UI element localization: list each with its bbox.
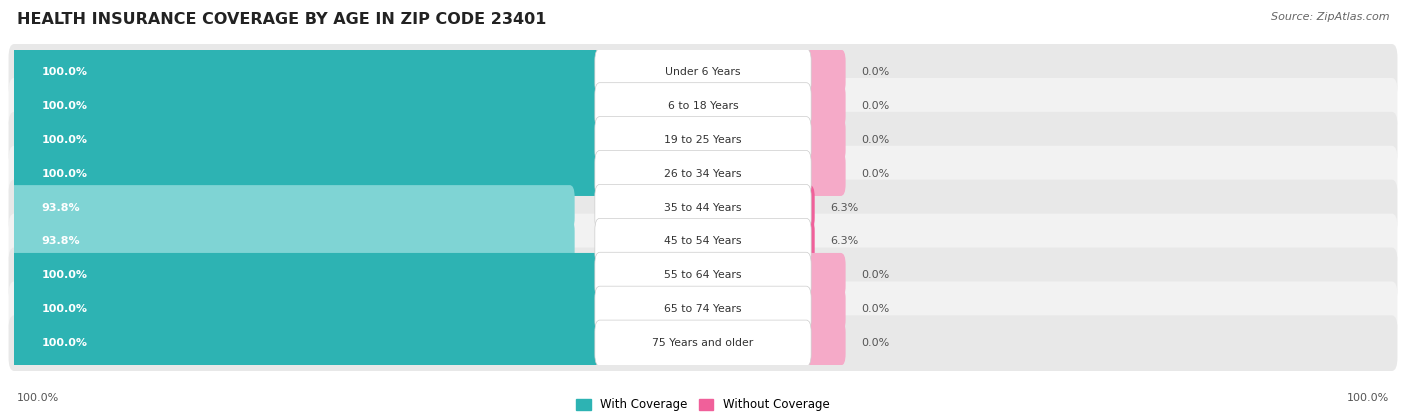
Text: 100.0%: 100.0% <box>42 101 87 111</box>
FancyBboxPatch shape <box>10 83 612 128</box>
Text: 55 to 64 Years: 55 to 64 Years <box>664 270 742 280</box>
FancyBboxPatch shape <box>8 112 1398 168</box>
FancyBboxPatch shape <box>10 287 612 332</box>
FancyBboxPatch shape <box>8 247 1398 303</box>
Text: Under 6 Years: Under 6 Years <box>665 67 741 77</box>
Text: 0.0%: 0.0% <box>862 101 890 111</box>
Text: 75 Years and older: 75 Years and older <box>652 338 754 348</box>
Text: 0.0%: 0.0% <box>862 338 890 348</box>
Text: 65 to 74 Years: 65 to 74 Years <box>664 304 742 314</box>
Text: 6.3%: 6.3% <box>831 237 859 247</box>
Text: 6 to 18 Years: 6 to 18 Years <box>668 101 738 111</box>
FancyBboxPatch shape <box>595 151 811 197</box>
FancyBboxPatch shape <box>595 117 811 163</box>
Text: HEALTH INSURANCE COVERAGE BY AGE IN ZIP CODE 23401: HEALTH INSURANCE COVERAGE BY AGE IN ZIP … <box>17 12 547 27</box>
Text: 100.0%: 100.0% <box>42 270 87 280</box>
Text: 100.0%: 100.0% <box>1347 393 1389 403</box>
FancyBboxPatch shape <box>10 49 612 94</box>
Text: 100.0%: 100.0% <box>42 338 87 348</box>
Text: 0.0%: 0.0% <box>862 270 890 280</box>
FancyBboxPatch shape <box>10 219 575 264</box>
FancyBboxPatch shape <box>10 321 612 366</box>
FancyBboxPatch shape <box>595 252 811 298</box>
FancyBboxPatch shape <box>8 315 1398 371</box>
FancyBboxPatch shape <box>8 180 1398 235</box>
FancyBboxPatch shape <box>794 151 845 196</box>
FancyBboxPatch shape <box>794 117 845 162</box>
Text: 93.8%: 93.8% <box>42 237 80 247</box>
Text: 0.0%: 0.0% <box>862 168 890 178</box>
FancyBboxPatch shape <box>794 185 814 230</box>
FancyBboxPatch shape <box>794 253 845 298</box>
FancyBboxPatch shape <box>10 185 575 230</box>
FancyBboxPatch shape <box>595 218 811 264</box>
Text: 19 to 25 Years: 19 to 25 Years <box>664 135 742 145</box>
Text: 100.0%: 100.0% <box>42 168 87 178</box>
FancyBboxPatch shape <box>595 184 811 231</box>
Legend: With Coverage, Without Coverage: With Coverage, Without Coverage <box>572 393 834 415</box>
Text: 0.0%: 0.0% <box>862 135 890 145</box>
FancyBboxPatch shape <box>8 281 1398 337</box>
FancyBboxPatch shape <box>10 151 612 196</box>
FancyBboxPatch shape <box>595 320 811 366</box>
FancyBboxPatch shape <box>8 214 1398 269</box>
FancyBboxPatch shape <box>8 44 1398 100</box>
FancyBboxPatch shape <box>10 117 612 162</box>
Text: 93.8%: 93.8% <box>42 203 80 212</box>
Text: 45 to 54 Years: 45 to 54 Years <box>664 237 742 247</box>
Text: 100.0%: 100.0% <box>42 304 87 314</box>
FancyBboxPatch shape <box>595 83 811 129</box>
FancyBboxPatch shape <box>794 287 845 332</box>
FancyBboxPatch shape <box>8 146 1398 201</box>
Text: 100.0%: 100.0% <box>42 67 87 77</box>
Text: 35 to 44 Years: 35 to 44 Years <box>664 203 742 212</box>
Text: 100.0%: 100.0% <box>17 393 59 403</box>
FancyBboxPatch shape <box>10 253 612 298</box>
FancyBboxPatch shape <box>794 219 814 264</box>
Text: 0.0%: 0.0% <box>862 304 890 314</box>
FancyBboxPatch shape <box>595 49 811 95</box>
FancyBboxPatch shape <box>794 321 845 366</box>
FancyBboxPatch shape <box>794 49 845 94</box>
FancyBboxPatch shape <box>8 78 1398 134</box>
Text: 26 to 34 Years: 26 to 34 Years <box>664 168 742 178</box>
FancyBboxPatch shape <box>595 286 811 332</box>
FancyBboxPatch shape <box>794 83 845 128</box>
Text: Source: ZipAtlas.com: Source: ZipAtlas.com <box>1271 12 1389 22</box>
Text: 100.0%: 100.0% <box>42 135 87 145</box>
Text: 6.3%: 6.3% <box>831 203 859 212</box>
Text: 0.0%: 0.0% <box>862 67 890 77</box>
